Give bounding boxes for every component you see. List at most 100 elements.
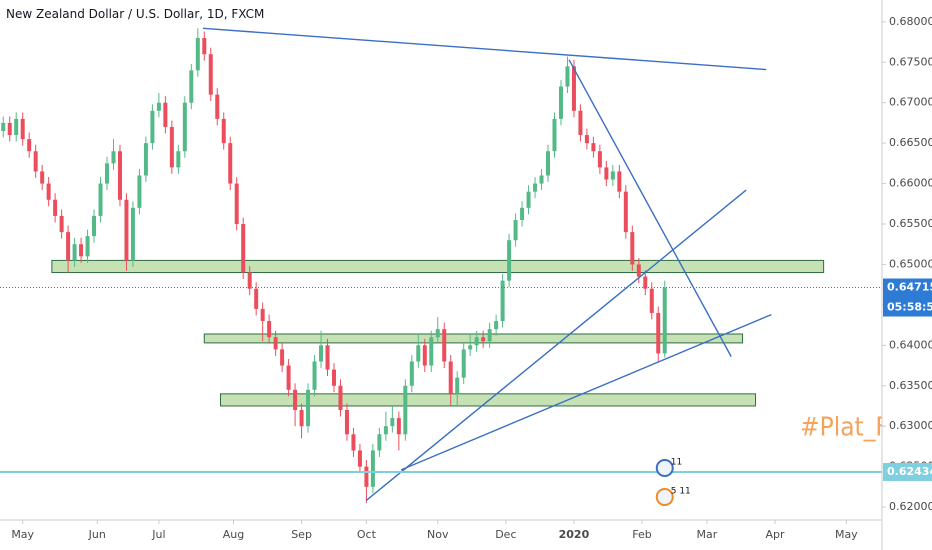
candle-body (461, 349, 466, 378)
candle-body (66, 232, 71, 261)
event-icon (655, 459, 674, 477)
support-zone (203, 333, 744, 344)
y-tick-label: 0.63000 (889, 419, 932, 432)
y-tick-label: 0.68000 (889, 15, 932, 28)
y-tick-label: 0.65000 (889, 257, 932, 270)
candle-body (150, 110, 155, 144)
candle-body (416, 345, 421, 362)
candle-body (325, 345, 330, 370)
candle-body (182, 102, 187, 152)
candle-body (105, 163, 110, 184)
event-icon (655, 488, 674, 506)
x-tick-label: May (11, 528, 34, 541)
candle-body (338, 385, 343, 411)
y-tick-label: 0.66500 (889, 136, 932, 149)
y-tick-label: 0.66000 (889, 177, 932, 190)
candle-body (403, 385, 408, 435)
candle-body (176, 151, 181, 168)
x-tick-label: Mar (697, 528, 718, 541)
chart-title: New Zealand Dollar / U.S. Dollar, 1D, FX… (6, 7, 264, 21)
candle-body (228, 143, 233, 184)
candle-body (312, 361, 317, 390)
trend-line (202, 27, 767, 71)
candle-body (293, 389, 298, 411)
event-label: 11 (671, 458, 682, 468)
candle-body (364, 466, 369, 487)
candle-body (539, 175, 544, 184)
x-tick-label: Jul (151, 528, 165, 541)
trend-line (365, 189, 747, 502)
candle-body (208, 54, 213, 95)
watermark: #Plat_F (800, 413, 889, 443)
candle-body (662, 287, 667, 354)
y-tick-label: 0.67000 (889, 96, 932, 109)
candle-body (254, 288, 259, 309)
candle-body (156, 102, 161, 111)
x-tick-label: Aug (223, 528, 244, 541)
candle-body (604, 167, 609, 180)
candle-body (286, 365, 291, 390)
trend-line (400, 313, 772, 471)
candle-body (280, 349, 285, 366)
candle-body (111, 151, 116, 164)
candle-body (234, 183, 239, 225)
candle-body (72, 244, 77, 261)
last-price-label: 0.64715 (887, 280, 932, 293)
candle-body (202, 38, 207, 55)
x-tick-label: Nov (427, 528, 449, 541)
candle-body (630, 232, 635, 265)
candle-body (247, 272, 252, 289)
candle-body (53, 199, 58, 216)
x-tick-label: May (835, 528, 858, 541)
axes: 0.620000.625000.630000.635000.640000.645… (11, 15, 932, 541)
candle-body (643, 276, 648, 289)
candle-body (474, 337, 479, 346)
x-tick-label: 2020 (559, 528, 590, 541)
candle-body (500, 280, 505, 322)
candle-body (14, 118, 19, 136)
candle-body (163, 102, 168, 127)
x-tick-label: Feb (632, 528, 651, 541)
level-tag (883, 462, 932, 481)
candle-body (137, 175, 142, 208)
y-tick-label: 0.62000 (889, 500, 932, 513)
countdown-label: 05:58:54 (887, 300, 932, 313)
candle-body (241, 224, 246, 273)
candle-body (526, 191, 531, 208)
candle-body (124, 199, 129, 261)
candle-body (552, 118, 557, 152)
candle-body (636, 264, 641, 277)
candle-body (299, 410, 304, 427)
candle-body (319, 345, 324, 362)
candle-body (429, 337, 434, 366)
candle-body (597, 151, 602, 168)
x-tick-label: Dec (495, 528, 516, 541)
candle-body (455, 377, 460, 394)
candle-body (610, 171, 615, 180)
candle-body (377, 434, 382, 451)
candle-body (98, 183, 103, 216)
x-tick-label: Sep (291, 528, 312, 541)
candle-body (46, 183, 51, 200)
candle-body (59, 215, 64, 233)
candle-body (623, 191, 628, 233)
candle-body (409, 361, 414, 386)
trend-line (568, 59, 732, 357)
candle-body (442, 329, 447, 362)
candle-body (656, 312, 661, 354)
candle-body (130, 207, 135, 261)
candle-body (40, 171, 45, 184)
candle-body (422, 345, 427, 366)
candle-body (468, 345, 473, 350)
x-tick-label: Apr (765, 528, 785, 541)
support-zone (220, 393, 757, 407)
x-tick-label: Oct (357, 528, 377, 541)
last-price-tag (883, 278, 932, 317)
candle-body (571, 66, 576, 111)
candle-body (533, 183, 538, 192)
candle-body (513, 219, 518, 241)
y-tick-label: 0.63500 (889, 379, 932, 392)
candle-body (169, 126, 174, 168)
candle-body (481, 337, 486, 342)
